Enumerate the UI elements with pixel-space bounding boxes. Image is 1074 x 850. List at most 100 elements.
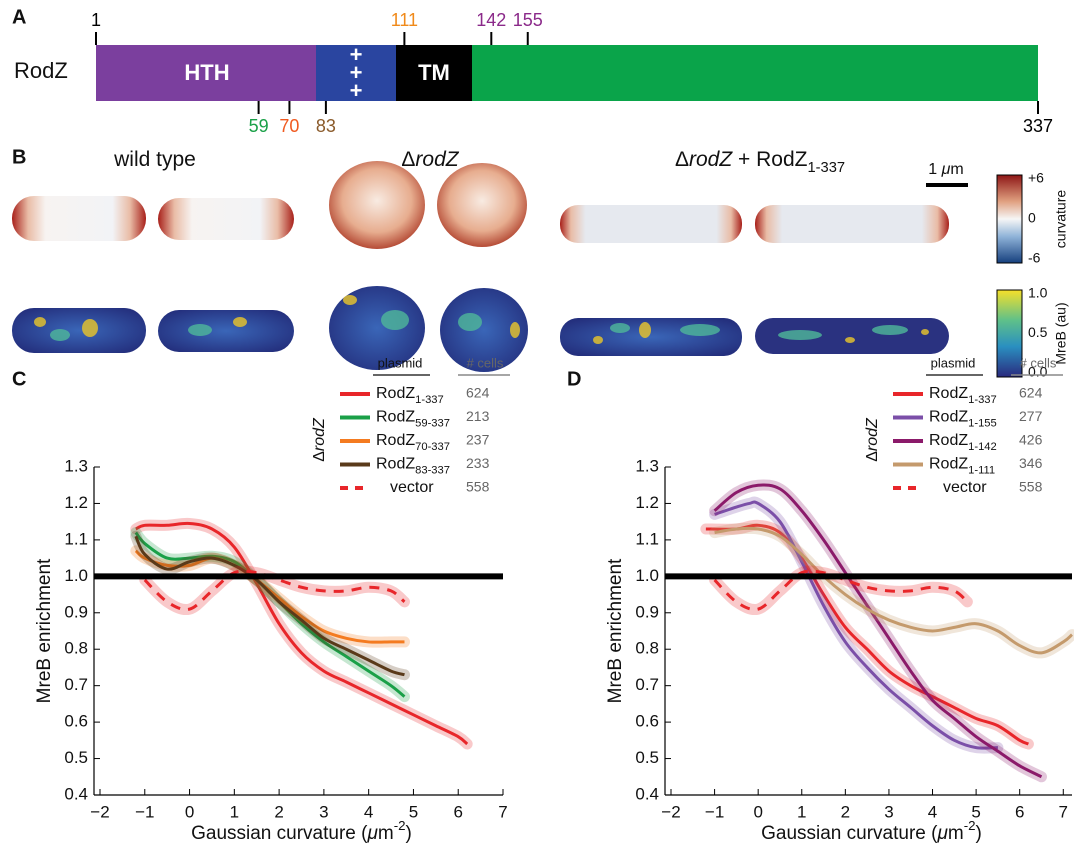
legend-count: 624 [1019, 385, 1043, 401]
legend-title: ΔrodZ [311, 417, 328, 462]
x-axis-label: Gaussian curvature (μm-2) [761, 818, 982, 844]
text-part: rodZ [415, 148, 459, 171]
confidence-band [706, 525, 1029, 744]
x-tick-label: 0 [753, 802, 762, 821]
series-line [706, 525, 1029, 744]
colorbar-tick-label: 0.5 [1028, 324, 1048, 340]
legend-count: 558 [1019, 479, 1043, 495]
x-tick-label: −1 [135, 802, 154, 821]
y-tick-label: 1.2 [64, 493, 88, 512]
y-tick-label: 0.4 [64, 784, 88, 803]
legend-count: 426 [1019, 432, 1043, 448]
x-tick-label: 3 [884, 802, 893, 821]
text-part: rodZ [311, 417, 328, 451]
position-label: 337 [1023, 116, 1053, 136]
x-tick-label: 2 [274, 802, 283, 821]
scale-bar-label: 1 μm [928, 161, 963, 178]
text-part: m [378, 823, 394, 844]
position-label: 59 [249, 116, 269, 136]
y-tick-label: 0.7 [64, 675, 88, 694]
text-part: wild type [113, 148, 196, 171]
x-tick-label: 2 [841, 802, 850, 821]
domain-label: +++ [350, 42, 363, 103]
position-label: 155 [513, 10, 543, 30]
panel-label: A [12, 6, 26, 28]
legend-count: 213 [466, 408, 490, 424]
legend-count: 233 [466, 455, 490, 471]
legend-label: RodZ1-142 [929, 432, 997, 453]
y-tick-label: 1.1 [635, 529, 659, 548]
x-tick-label: 3 [319, 802, 328, 821]
text-part: Gaussian curvature ( [761, 823, 938, 844]
panel-label: B [12, 146, 26, 168]
legend-label: RodZ1-111 [929, 456, 995, 477]
legend-label: RodZ70-337 [376, 432, 450, 453]
legend-title: ΔrodZ [864, 417, 881, 462]
text-part: Gaussian curvature ( [191, 823, 368, 844]
cell-curvature [560, 205, 742, 243]
legend-label: RodZ59-337 [376, 409, 450, 430]
y-tick-label: 0.8 [64, 639, 88, 658]
position-label: 111 [391, 10, 418, 30]
cell-curvature [12, 196, 146, 241]
domain-label: TM [418, 60, 450, 85]
colorbar [997, 175, 1022, 263]
text-part: m [948, 823, 964, 844]
y-tick-label: 1.3 [635, 456, 659, 475]
x-tick-label: 0 [185, 802, 194, 821]
legend-count: 346 [1019, 455, 1043, 471]
panel-label: C [12, 368, 26, 390]
position-label: 70 [279, 116, 299, 136]
position-label: 83 [316, 116, 336, 136]
protein-name: RodZ [14, 58, 68, 83]
image-title: wild type [113, 148, 196, 171]
legend-label: RodZ1-337 [376, 385, 444, 406]
text-part: 1 [928, 161, 941, 178]
colorbar-tick-label: 0 [1028, 210, 1036, 226]
legend-header: # cells [467, 355, 504, 370]
x-tick-label: 1 [797, 802, 806, 821]
x-tick-label: 1 [230, 802, 239, 821]
y-tick-label: 1.1 [64, 529, 88, 548]
legend-label: RodZ83-337 [376, 456, 450, 477]
legend-header: plasmid [378, 355, 423, 370]
text-part: Δ [401, 148, 415, 171]
text-part: Δ [311, 451, 328, 462]
y-tick-label: 0.8 [635, 639, 659, 658]
y-axis-label: MreB enrichment [34, 558, 55, 703]
text-part: 1-337 [807, 160, 845, 176]
cell-images [12, 161, 949, 372]
text-part: rodZ [689, 148, 733, 171]
legend-label: RodZ1-337 [929, 385, 997, 406]
text-part: ) [406, 823, 412, 844]
position-label: 142 [476, 10, 506, 30]
text-part: m [950, 161, 963, 178]
cell-mreb [12, 308, 146, 353]
x-tick-label: −1 [705, 802, 724, 821]
text-part: μ [936, 823, 948, 844]
panel-label: D [567, 368, 581, 390]
y-tick-label: 0.9 [64, 602, 88, 621]
cell-curvature [437, 163, 527, 247]
x-tick-label: −2 [90, 802, 109, 821]
legend-count: 237 [466, 432, 490, 448]
y-tick-label: 1.0 [635, 566, 659, 585]
domain-label: HTH [184, 60, 229, 85]
x-tick-label: 4 [928, 802, 937, 821]
x-axis-label: Gaussian curvature (μm-2) [191, 818, 412, 844]
legend-header: plasmid [931, 355, 976, 370]
x-tick-label: 5 [409, 802, 418, 821]
y-tick-label: 0.9 [635, 602, 659, 621]
x-tick-label: 7 [498, 802, 507, 821]
text-part: Δ [864, 451, 881, 462]
colorbar [997, 290, 1022, 377]
y-tick-label: 1.2 [635, 493, 659, 512]
text-part: -2 [964, 818, 976, 833]
figure: A RodZ HTH +++ TM B 1111142155597083337w… [0, 0, 1074, 850]
y-tick-label: 0.6 [635, 712, 659, 731]
image-title: ΔrodZ + RodZ1-337 [675, 148, 845, 176]
y-tick-label: 0.5 [635, 748, 659, 767]
cell-curvature [329, 161, 425, 249]
legend-count: 558 [466, 479, 490, 495]
y-axis-label: MreB enrichment [605, 558, 626, 703]
